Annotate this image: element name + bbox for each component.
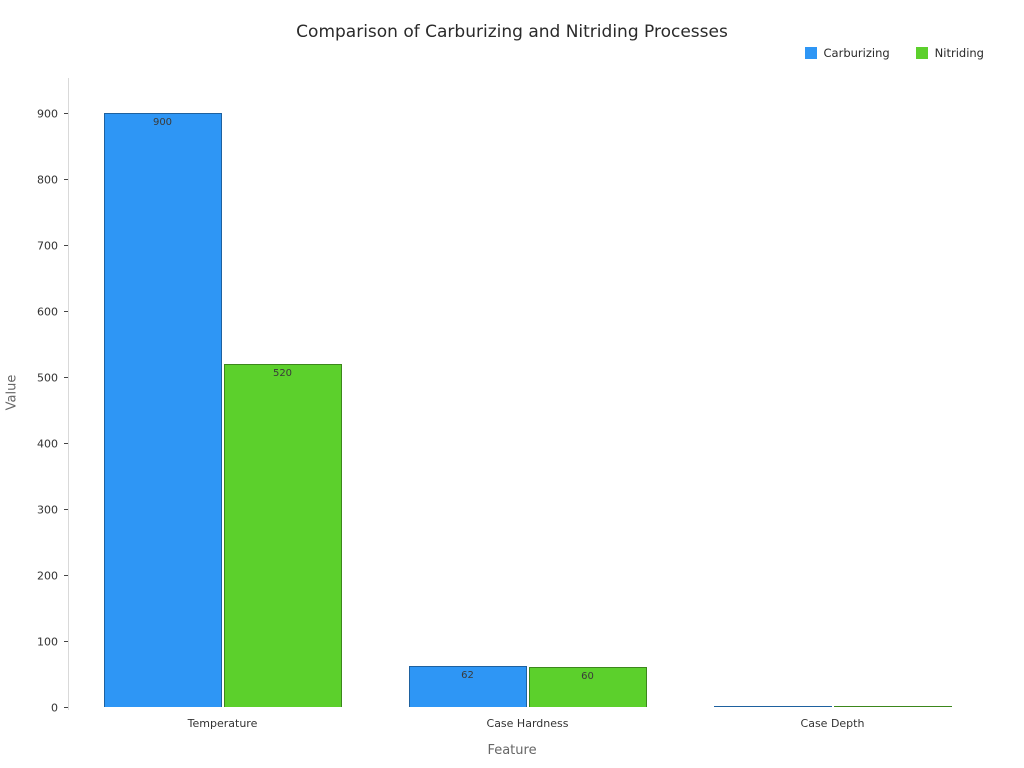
bar-value-label: 60 [581,671,594,683]
bar-value-label: 520 [272,367,293,379]
y-tick-label: 900 [37,107,58,120]
legend-swatch-nitriding [915,47,928,59]
y-tick-label: 600 [37,305,58,318]
bar-nitriding-case-depth [833,706,952,707]
y-tick-label: 500 [37,371,58,384]
x-axis-label: Feature [487,743,537,758]
y-tick-mark [64,443,68,444]
y-tick-label: 100 [37,635,58,648]
y-axis-line [68,78,69,710]
legend-label: Nitriding [934,46,984,60]
bar-carburizing-case-hardness [408,666,527,707]
legend-label: Carburizing [823,46,890,60]
y-tick-label: 800 [37,173,58,186]
bar-nitriding-case-hardness [528,667,647,707]
y-tick-mark [64,377,68,378]
legend-item-carburizing[interactable]: Carburizing [804,46,890,60]
x-category-label: Temperature [187,717,258,730]
y-tick-mark [64,179,68,180]
bar-carburizing-case-depth [713,706,832,707]
bar-carburizing-temperature [103,113,222,707]
y-tick-mark [64,575,68,576]
y-tick-label: 300 [37,503,58,516]
y-tick-mark [64,707,68,708]
y-tick-mark [64,113,68,114]
y-tick-mark [64,509,68,510]
y-tick-label: 200 [37,569,58,582]
bar-value-label: 62 [461,670,474,682]
y-tick-mark [64,641,68,642]
y-tick-label: 700 [37,239,58,252]
x-category-label: Case Hardness [486,717,569,730]
y-tick-label: 400 [37,437,58,450]
y-tick-mark [64,245,68,246]
bar-value-label: 900 [152,117,173,128]
bar-nitriding-temperature [223,363,342,707]
legend-item-nitriding[interactable]: Nitriding [915,46,984,60]
y-tick-label: 0 [51,701,58,714]
legend-swatch-carburizing [804,47,817,59]
y-axis-label: Value [4,374,20,411]
legend: Carburizing Nitriding [804,46,984,60]
chart-title: Comparison of Carburizing and Nitriding … [296,22,728,42]
y-tick-mark [64,311,68,312]
x-category-label: Case Depth [800,717,865,730]
